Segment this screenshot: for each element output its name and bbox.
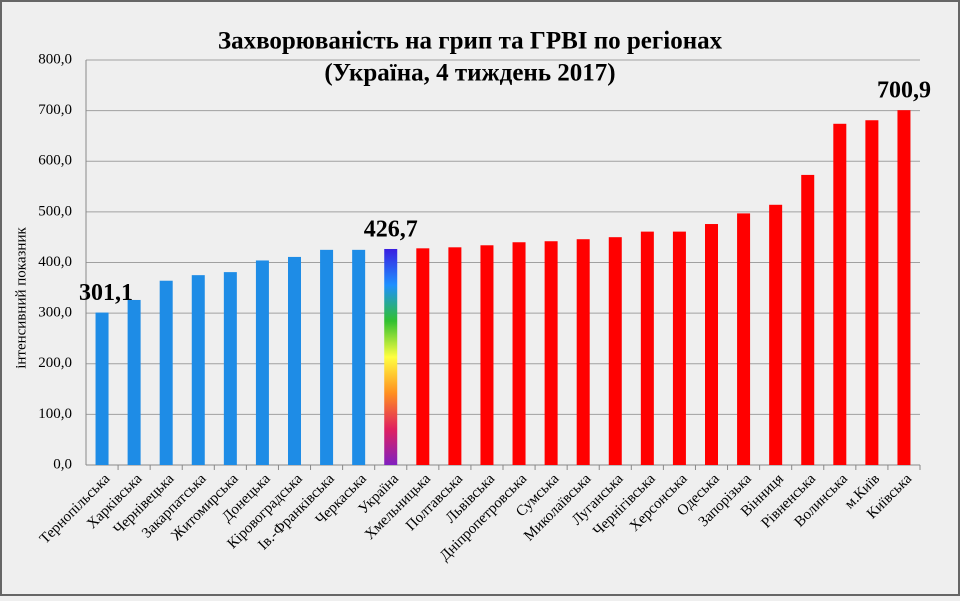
y-tick-label: 0,0 bbox=[53, 456, 72, 472]
y-tick-label: 200,0 bbox=[38, 355, 72, 371]
bar bbox=[448, 247, 462, 465]
bar bbox=[223, 272, 237, 465]
bar bbox=[352, 249, 366, 465]
y-axis-label: інтенсивний показник bbox=[13, 227, 29, 369]
bar bbox=[737, 213, 751, 465]
bar bbox=[320, 249, 334, 465]
bar bbox=[95, 312, 109, 465]
bar bbox=[255, 260, 269, 465]
bar bbox=[865, 120, 879, 466]
chart-title: Захворюваність на грип та ГРВІ по регіон… bbox=[218, 28, 723, 55]
y-tick-label: 700,0 bbox=[38, 102, 72, 118]
bar bbox=[191, 275, 205, 465]
bar bbox=[705, 224, 718, 465]
bar bbox=[640, 231, 654, 465]
bar bbox=[608, 237, 622, 465]
bar bbox=[769, 204, 783, 465]
bar bbox=[897, 110, 911, 465]
data-label: 426,7 bbox=[364, 216, 418, 242]
chart-subtitle: (Україна, 4 тиждень 2017) bbox=[324, 60, 615, 87]
y-tick-label: 600,0 bbox=[38, 153, 72, 169]
bar bbox=[544, 241, 558, 465]
y-tick-label: 400,0 bbox=[38, 254, 72, 270]
bar bbox=[127, 299, 141, 465]
bar bbox=[288, 256, 301, 465]
bar bbox=[833, 123, 847, 465]
bar bbox=[801, 174, 815, 465]
bar bbox=[576, 239, 590, 465]
bar bbox=[672, 231, 686, 465]
y-tick-label: 300,0 bbox=[38, 305, 72, 321]
y-tick-label: 100,0 bbox=[38, 406, 72, 422]
bar bbox=[384, 248, 398, 465]
bar bbox=[159, 280, 173, 465]
bar bbox=[512, 242, 526, 465]
bar bbox=[480, 245, 494, 465]
data-label: 301,1 bbox=[79, 280, 133, 306]
y-tick-label: 800,0 bbox=[38, 51, 72, 67]
data-label: 700,9 bbox=[877, 78, 931, 104]
y-tick-label: 500,0 bbox=[38, 203, 72, 219]
bar bbox=[416, 248, 430, 465]
